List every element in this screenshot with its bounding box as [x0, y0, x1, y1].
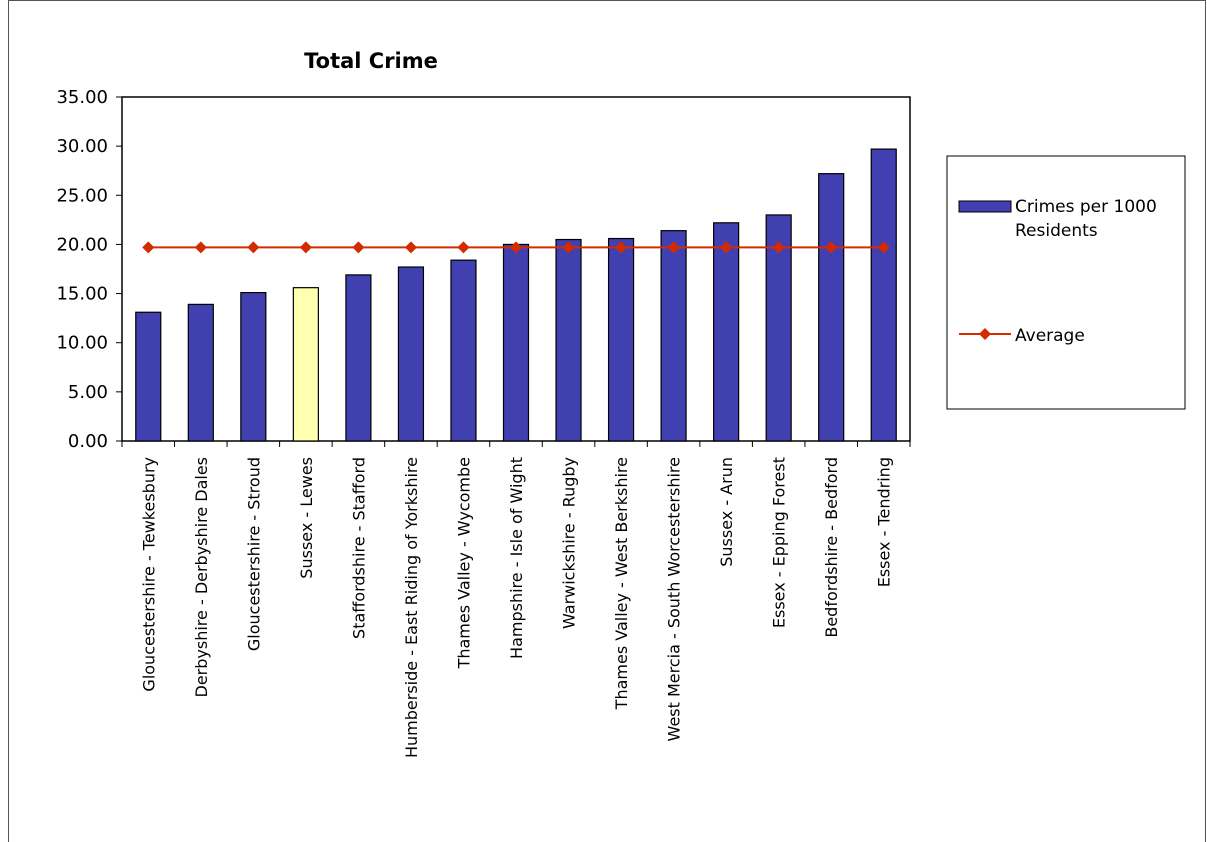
x-category-label: Essex - Tendring [875, 457, 894, 587]
average-marker [562, 241, 575, 254]
x-category-label: Staffordshire - Stafford [349, 457, 368, 639]
average-marker [667, 241, 680, 254]
bar [818, 173, 845, 442]
bar [870, 148, 897, 442]
x-category-label: Bedfordshire - Bedford [822, 457, 841, 638]
legend-bar-label-line2: Residents [1015, 221, 1098, 241]
plot-area: 0.00 5.00 10.00 15.00 20.00 25.00 30.00 35.00 Gl… [56, 87, 911, 758]
x-category-label: Gloucestershire - Stroud [244, 457, 263, 651]
y-tick-label: 15.00 [56, 284, 108, 305]
x-category-label: West Mercia - South Worcestershire [665, 457, 684, 741]
average-marker [772, 241, 785, 254]
chart-title: Total Crime [304, 49, 438, 73]
y-tick-label: 25.00 [56, 185, 108, 206]
x-category-label: Thames Valley - Wycombe [454, 457, 473, 669]
x-category-label: Sussex - Arun [717, 457, 736, 567]
legend-box [946, 155, 1186, 410]
average-marker [720, 241, 733, 254]
y-tick-label: 10.00 [56, 333, 108, 354]
y-tick-label: 35.00 [56, 87, 108, 108]
y-tick-label: 20.00 [56, 234, 108, 255]
y-tick-label: 30.00 [56, 136, 108, 157]
legend-line-marker [979, 328, 991, 340]
bar [345, 274, 372, 442]
average-marker [877, 241, 890, 254]
average-marker [352, 241, 365, 254]
average-marker [299, 241, 312, 254]
bar [397, 266, 425, 442]
x-category-label: Gloucestershire - Tewkesbury [139, 457, 158, 692]
x-category-label: Sussex - Lewes [297, 457, 316, 579]
average-marker [825, 241, 838, 254]
bar [240, 291, 267, 442]
x-category-label: Derbyshire - Derbyshire Dales [192, 457, 211, 698]
legend-bar-swatch [958, 200, 1012, 213]
y-tick-label: 0.00 [68, 431, 108, 452]
y-tick-label: 5.00 [68, 382, 108, 403]
chart-frame [8, 0, 1206, 842]
bar [292, 287, 319, 442]
bar [502, 243, 530, 442]
bar [450, 259, 477, 442]
bar [555, 238, 582, 442]
x-category-label: Thames Valley - West Berkshire [612, 457, 631, 710]
x-category-label: Hampshire - Isle of Wight [507, 457, 526, 659]
average-marker [142, 241, 155, 254]
average-marker [404, 241, 417, 254]
average-marker [194, 241, 207, 254]
average-marker [510, 241, 522, 254]
bar [713, 222, 740, 442]
x-category-label: Humberside - East Riding of Yorkshire [402, 457, 421, 758]
x-category-label: Warwickshire - Rugby [560, 457, 579, 629]
legend: Crimes per 1000 Residents Average [946, 155, 1186, 410]
legend-bar-label-line1: Crimes per 1000 [1015, 197, 1157, 217]
average-marker [615, 241, 628, 254]
bar [660, 230, 687, 442]
bar [135, 311, 162, 442]
average-marker [457, 241, 470, 254]
average-marker [247, 241, 260, 254]
bar [187, 303, 214, 442]
x-category-label: Essex - Epping Forest [770, 457, 789, 628]
bar [607, 237, 635, 442]
legend-line-label: Average [1015, 326, 1085, 346]
